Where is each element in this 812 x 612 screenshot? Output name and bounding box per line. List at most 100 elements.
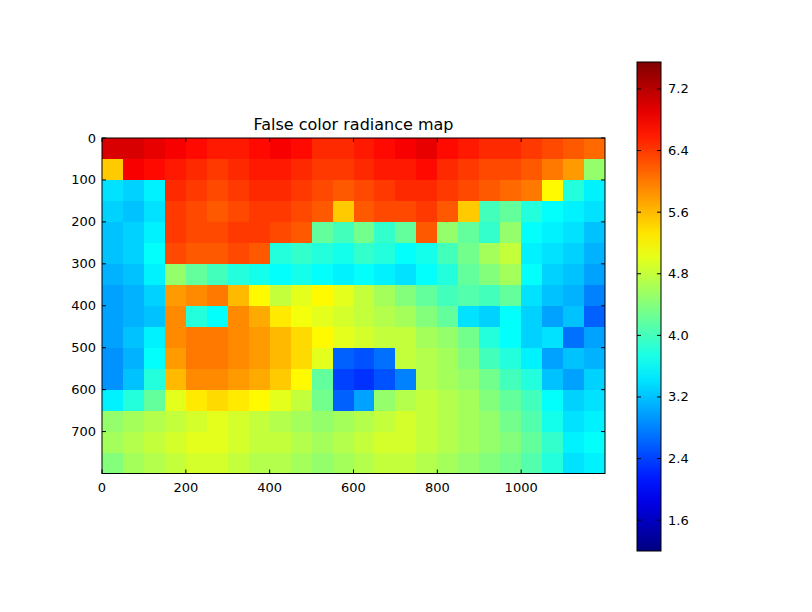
- cell: [500, 306, 521, 327]
- cell: [312, 201, 333, 222]
- cell: [354, 348, 375, 369]
- cell: [186, 159, 207, 180]
- colorbar-tick: [657, 88, 661, 89]
- cell: [542, 453, 563, 474]
- cell: [479, 453, 500, 474]
- cell: [395, 369, 416, 390]
- cell: [458, 306, 479, 327]
- cell: [458, 411, 479, 432]
- cell: [165, 159, 186, 180]
- cell: [563, 453, 584, 474]
- cells: [102, 138, 605, 474]
- cell: [416, 201, 437, 222]
- cell: [123, 222, 144, 243]
- cell: [165, 432, 186, 453]
- cell: [207, 369, 228, 390]
- cell: [228, 369, 249, 390]
- cell: [186, 348, 207, 369]
- cell: [479, 180, 500, 201]
- cell: [458, 201, 479, 222]
- cell: [186, 180, 207, 201]
- cell: [102, 285, 123, 306]
- cell: [500, 264, 521, 285]
- cell: [312, 348, 333, 369]
- colorbar-tick: [637, 212, 641, 213]
- x-tick-label: 0: [98, 480, 106, 495]
- y-tick: [601, 179, 605, 180]
- cell: [542, 201, 563, 222]
- y-tick: [601, 263, 605, 264]
- cell: [416, 180, 437, 201]
- x-tick-label: 800: [425, 480, 450, 495]
- cell: [584, 180, 605, 201]
- colorbar-tick: [657, 396, 661, 397]
- cell: [144, 201, 165, 222]
- cell: [291, 159, 312, 180]
- y-tick: [102, 347, 106, 348]
- colorbar-tick-label: 3.2: [668, 389, 689, 404]
- cell: [270, 390, 291, 411]
- cell: [437, 306, 458, 327]
- cell: [437, 159, 458, 180]
- cell: [270, 201, 291, 222]
- cell: [249, 201, 270, 222]
- cell: [207, 348, 228, 369]
- cell: [521, 327, 542, 348]
- cell: [312, 306, 333, 327]
- cell: [144, 327, 165, 348]
- cell: [249, 348, 270, 369]
- cell: [291, 411, 312, 432]
- x-tick: [185, 470, 186, 474]
- cell: [123, 432, 144, 453]
- cell: [123, 327, 144, 348]
- cell: [165, 201, 186, 222]
- cell: [416, 159, 437, 180]
- colorbar-tick-label: 2.4: [668, 451, 689, 466]
- cell: [270, 369, 291, 390]
- x-tick: [269, 138, 270, 142]
- colorbar-tick: [657, 335, 661, 336]
- cell: [102, 432, 123, 453]
- cell: [563, 264, 584, 285]
- cell: [207, 180, 228, 201]
- cell: [228, 327, 249, 348]
- cell: [291, 285, 312, 306]
- cell: [312, 159, 333, 180]
- cell: [395, 348, 416, 369]
- cell: [521, 453, 542, 474]
- cell: [584, 201, 605, 222]
- cell: [291, 264, 312, 285]
- cell: [500, 180, 521, 201]
- cell: [102, 390, 123, 411]
- cell: [270, 138, 291, 159]
- cell: [249, 243, 270, 264]
- cell: [249, 138, 270, 159]
- cell: [354, 390, 375, 411]
- cell: [479, 327, 500, 348]
- cell: [479, 411, 500, 432]
- cell: [165, 138, 186, 159]
- colorbar-tick-label: 1.6: [668, 513, 689, 528]
- cell: [395, 264, 416, 285]
- cell: [333, 369, 354, 390]
- cell: [542, 222, 563, 243]
- cell: [228, 264, 249, 285]
- cell: [563, 159, 584, 180]
- y-tick: [601, 389, 605, 390]
- cell: [333, 264, 354, 285]
- cell: [416, 138, 437, 159]
- cell: [228, 453, 249, 474]
- cell: [437, 348, 458, 369]
- cell: [333, 243, 354, 264]
- cell: [354, 159, 375, 180]
- cell: [374, 411, 395, 432]
- cell: [563, 201, 584, 222]
- cell: [374, 138, 395, 159]
- cell: [437, 390, 458, 411]
- cell: [584, 390, 605, 411]
- figure: 020040060080010000100200300400500600700F…: [0, 0, 812, 612]
- cell: [458, 222, 479, 243]
- colorbar-tick-label: 4.0: [668, 328, 689, 343]
- cell: [270, 327, 291, 348]
- cell: [584, 285, 605, 306]
